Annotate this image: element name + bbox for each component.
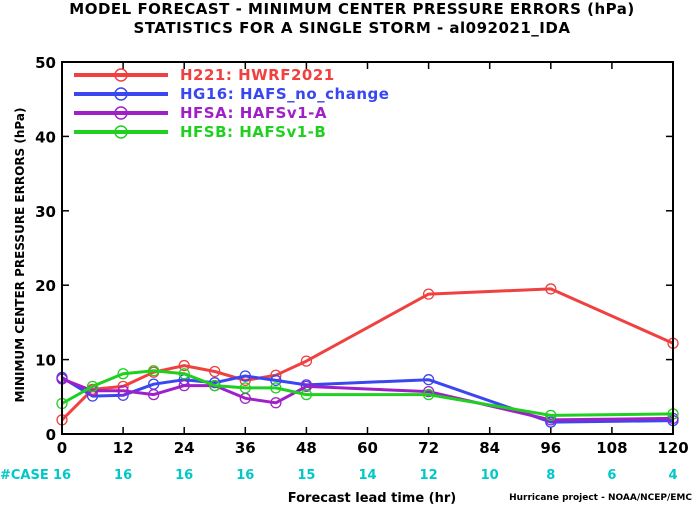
legend-label: HFSB: HAFSv1-B bbox=[180, 123, 326, 141]
x-tick-label: 72 bbox=[418, 439, 439, 457]
data-point bbox=[86, 380, 99, 393]
case-count: 6 bbox=[607, 468, 616, 483]
data-point bbox=[300, 355, 313, 367]
case-count: 16 bbox=[175, 468, 193, 483]
x-tick-label: 96 bbox=[540, 439, 561, 457]
data-point bbox=[422, 288, 435, 300]
x-tick-label: 60 bbox=[357, 439, 378, 457]
data-point bbox=[422, 388, 435, 401]
y-tick-label: 10 bbox=[35, 352, 56, 370]
y-tick-label: 20 bbox=[35, 277, 56, 295]
data-point bbox=[209, 379, 221, 392]
case-count-label: #CASE bbox=[0, 468, 49, 483]
axes: 0 12 24 36 48 60 72 84 96 108 120 0 10 20 30 40 50 bbox=[35, 54, 689, 457]
x-tick-label: 12 bbox=[113, 439, 134, 457]
x-tick-label: 24 bbox=[174, 439, 195, 457]
data-point bbox=[422, 385, 435, 398]
legend-marker bbox=[114, 68, 128, 82]
case-count: 14 bbox=[358, 468, 376, 483]
legend-marker bbox=[114, 87, 128, 101]
case-count: 15 bbox=[297, 468, 315, 483]
legend-label: HFSA: HAFSv1-A bbox=[180, 104, 327, 122]
data-point bbox=[178, 368, 190, 380]
y-axis-label: MINIMUM CENTER PRESSURE ERRORS (hPa) bbox=[13, 108, 27, 403]
case-count: 12 bbox=[420, 468, 438, 483]
x-tick-label: 48 bbox=[296, 439, 317, 457]
data-point bbox=[270, 374, 282, 387]
data-point bbox=[300, 388, 313, 401]
y-tick-label: 30 bbox=[35, 203, 56, 221]
x-tick-label: 120 bbox=[657, 439, 688, 457]
plot-frame bbox=[61, 61, 674, 435]
data-point bbox=[117, 385, 129, 397]
x-tick-label: 108 bbox=[596, 439, 627, 457]
data-point bbox=[422, 374, 435, 386]
case-count: 4 bbox=[668, 468, 677, 483]
data-point bbox=[178, 359, 190, 372]
y-tick-label: 50 bbox=[35, 54, 56, 72]
legend-label: H221: HWRF2021 bbox=[180, 66, 335, 84]
legend-entry: H221: HWRF2021 bbox=[74, 66, 335, 84]
chart-title: MODEL FORECAST - MINIMUM CENTER PRESSURE… bbox=[69, 0, 634, 18]
data-point bbox=[178, 379, 190, 392]
data-point bbox=[117, 368, 129, 380]
y-tick-label: 0 bbox=[46, 426, 56, 444]
case-count: 16 bbox=[53, 468, 71, 483]
y-tick-label: 40 bbox=[35, 128, 56, 146]
data-point bbox=[545, 283, 557, 295]
data-point bbox=[270, 382, 282, 394]
series-1 bbox=[56, 283, 679, 426]
data-point bbox=[545, 409, 557, 422]
data-point bbox=[239, 370, 251, 382]
case-count: 8 bbox=[546, 468, 555, 483]
case-counts: 16 16 16 16 15 14 12 10 8 6 4 bbox=[53, 468, 678, 483]
data-point bbox=[270, 397, 282, 409]
data-point bbox=[239, 382, 251, 394]
x-tick-label: 36 bbox=[235, 439, 256, 457]
x-tick-label: 0 bbox=[57, 439, 67, 457]
case-count: 16 bbox=[114, 468, 132, 483]
data-point bbox=[147, 365, 160, 377]
series-line bbox=[60, 287, 674, 421]
case-count: 16 bbox=[236, 468, 254, 483]
legend-marker bbox=[114, 125, 128, 139]
data-point bbox=[147, 388, 160, 401]
legend-marker bbox=[114, 106, 128, 120]
chart-subtitle: STATISTICS FOR A SINGLE STORM - al092021… bbox=[134, 19, 571, 37]
legend-label: HG16: HAFS_no_change bbox=[180, 85, 389, 103]
data-point bbox=[209, 365, 221, 378]
legend-entry: HFSB: HAFSv1-B bbox=[74, 123, 326, 141]
legend-entry: HFSA: HAFSv1-A bbox=[74, 104, 327, 122]
x-tick-label: 84 bbox=[479, 439, 500, 457]
series-lines bbox=[56, 283, 679, 428]
case-count: 10 bbox=[481, 468, 499, 483]
x-axis-label: Forecast lead time (hr) bbox=[288, 491, 456, 506]
legend-entry: HG16: HAFS_no_change bbox=[74, 85, 389, 103]
footer-credit: Hurricane project - NOAA/NCEP/EMC bbox=[509, 493, 692, 503]
data-point bbox=[300, 380, 313, 393]
